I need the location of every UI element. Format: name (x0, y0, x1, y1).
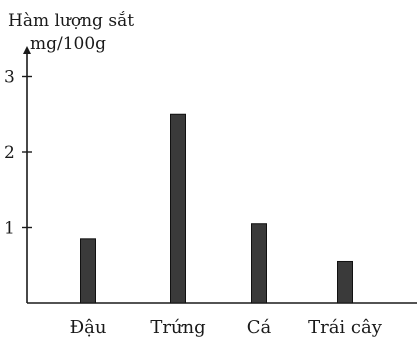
x-tick-label: Đậu (70, 317, 107, 338)
y-axis-arrow (23, 46, 31, 54)
y-tick-label: 1 (4, 219, 15, 239)
y-tick-label: 3 (4, 68, 15, 88)
y-axis-label: mg/100g (30, 34, 106, 54)
bar (251, 223, 267, 304)
x-tick-label: Trứng (150, 317, 205, 338)
bar (170, 113, 186, 304)
x-tick-label: Cá (247, 317, 272, 338)
chart-title: Hàm lượng sắt (8, 11, 134, 31)
y-tick-label: 2 (4, 143, 15, 163)
chart-bars (80, 113, 353, 304)
x-tick-label: Trái cây (308, 317, 383, 338)
bar (80, 238, 96, 304)
bar (337, 260, 353, 304)
x-tick-labels: Đậu Trứng Cá Trái cây (70, 317, 383, 338)
y-ticks: 1 2 3 (4, 68, 32, 239)
